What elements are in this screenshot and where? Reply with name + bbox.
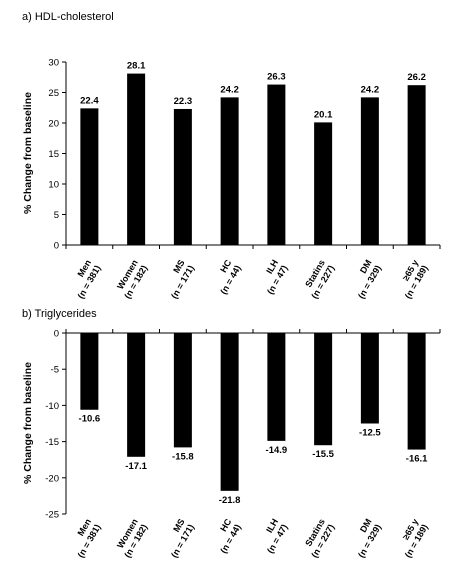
x-tick-label: Men(n = 381): [66, 258, 103, 300]
x-tick-label: DM(n = 329): [347, 258, 384, 300]
y-tick-label: 0: [54, 241, 59, 252]
y-tick-label: 10: [48, 180, 59, 191]
bar: [220, 97, 239, 245]
bar: [407, 85, 426, 246]
bar: [127, 333, 146, 457]
data-label: 26.2: [407, 72, 426, 83]
data-label: -21.8: [219, 495, 241, 506]
data-label: -14.9: [266, 445, 288, 456]
y-tick-label: 5: [54, 210, 59, 221]
bar: [267, 84, 286, 245]
bar: [360, 97, 379, 245]
data-label: 22.4: [80, 95, 99, 106]
x-tick-label: HC(n = 44): [209, 258, 243, 296]
bar: [360, 333, 379, 424]
data-label: 22.3: [174, 96, 193, 107]
x-tick-label: Women(n = 182): [113, 258, 150, 300]
bar: [80, 108, 99, 245]
bar: [127, 73, 146, 245]
bar: [314, 122, 333, 245]
data-label: 24.2: [220, 84, 239, 95]
y-tick-label: -20: [45, 473, 59, 484]
x-tick-label: MS(n = 171): [160, 258, 197, 300]
bar: [220, 333, 239, 491]
bar: [173, 108, 192, 245]
hdl-cholesterol-chart: 0 5 10 15 20 25 30 % Change from baseline 22.4 Me…: [22, 58, 441, 300]
bar: [267, 333, 286, 441]
y-tick-label: -10: [45, 401, 59, 412]
data-label: 20.1: [314, 109, 333, 120]
bar: [173, 333, 192, 448]
x-tick-label: Statins(n = 227): [300, 517, 337, 559]
data-label: 26.3: [267, 72, 286, 83]
y-tick-label: -5: [51, 365, 59, 376]
y-axis-title: % Change from baseline: [22, 362, 34, 484]
y-tick-label: 20: [48, 119, 59, 130]
bar: [80, 333, 99, 410]
y-tick-label: -25: [45, 510, 59, 521]
x-tick-label: ILH(n = 47): [256, 517, 290, 555]
data-label: 24.2: [361, 84, 380, 95]
data-label: -12.5: [359, 428, 381, 439]
data-label: -17.1: [125, 461, 147, 472]
triglycerides-chart: -25 -20 -15 -10 -5 0 % Change from baseline -10…: [22, 329, 441, 559]
bar: [314, 333, 333, 446]
data-label: 28.1: [127, 61, 146, 72]
y-tick-label: 0: [54, 329, 59, 340]
y-tick-label: 30: [48, 58, 59, 69]
data-label: -16.1: [406, 454, 428, 465]
bar: [407, 333, 426, 450]
y-tick-label: 15: [48, 149, 59, 160]
panel-a-title: a) HDL-cholesterol: [22, 11, 114, 23]
x-tick-label: ≥65 y(n = 189): [393, 517, 430, 559]
data-label: -15.5: [312, 449, 334, 460]
x-tick-label: Men(n = 381): [66, 517, 103, 559]
x-tick-label: DM(n = 329): [347, 517, 384, 559]
x-tick-label: MS(n = 171): [160, 517, 197, 559]
x-tick-label: Statins(n = 227): [300, 258, 337, 300]
x-tick-label: ≥65 y(n = 189): [393, 258, 430, 300]
data-label: -10.6: [79, 414, 101, 425]
y-tick-label: 25: [48, 88, 59, 99]
x-tick-label: Women(n = 182): [113, 517, 150, 559]
x-tick-label: ILH(n = 47): [256, 258, 290, 296]
y-tick-label: -15: [45, 437, 59, 448]
data-label: -15.8: [172, 451, 194, 462]
x-tick-label: HC(n = 44): [209, 517, 243, 555]
y-axis-title: % Change from baseline: [22, 92, 34, 214]
panel-b-title: b) Triglycerides: [22, 308, 97, 320]
